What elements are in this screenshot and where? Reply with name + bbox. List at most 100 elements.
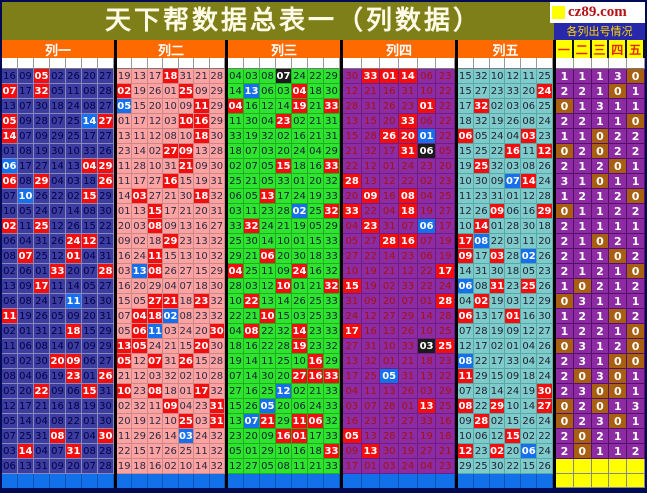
number-cell: 06 xyxy=(66,384,82,399)
number-cell: 30 xyxy=(209,159,225,174)
number-cell: 10 xyxy=(66,144,82,159)
number-cell: 24 xyxy=(292,69,308,84)
number-cell: 12 xyxy=(2,399,18,414)
number-cell: 06 xyxy=(228,189,244,204)
number-cell: 21 xyxy=(380,264,400,279)
number-cell: 28 xyxy=(473,384,490,399)
number-cell: 16 xyxy=(292,444,308,459)
watermark-link[interactable]: cz89.com xyxy=(550,2,645,23)
number-cell: 21 xyxy=(50,324,66,339)
number-cell: 31 xyxy=(324,129,340,144)
column-divider xyxy=(340,204,343,219)
number-cell: 07 xyxy=(50,204,66,219)
column-divider xyxy=(340,249,343,264)
number-cell: 15 xyxy=(308,234,324,249)
number-cell: 14 xyxy=(292,324,308,339)
number-cell: 25 xyxy=(436,339,456,354)
count-cell: 0 xyxy=(609,384,628,399)
column-divider xyxy=(553,144,556,159)
number-cell: 03 xyxy=(260,144,276,159)
column-divider xyxy=(455,189,458,204)
number-cell: 11 xyxy=(18,219,34,234)
number-cell: 19 xyxy=(117,459,133,474)
number-cell: 28 xyxy=(380,399,400,414)
column-group: 03 11 23 28 02 25 32 xyxy=(228,204,340,219)
column-group: 12 17 02 01 04 26 xyxy=(458,339,553,354)
number-cell: 31 xyxy=(361,99,381,114)
empty-cell xyxy=(521,58,538,69)
number-cell: 07 xyxy=(244,159,260,174)
number-cell: 17 xyxy=(50,294,66,309)
number-cell: 32 xyxy=(209,459,225,474)
number-cell: 25 xyxy=(66,129,82,144)
number-cell: 24 xyxy=(537,174,553,189)
column-group: 06 08 24 17 11 16 30 xyxy=(2,294,114,309)
count-cell: 2 xyxy=(609,339,628,354)
number-cell: 21 xyxy=(244,249,260,264)
number-cell: 10 xyxy=(194,369,210,384)
number-cell: 01 xyxy=(489,219,506,234)
column-divider xyxy=(340,414,343,429)
number-cell: 09 xyxy=(66,309,82,324)
number-cell: 08 xyxy=(82,99,98,114)
number-cell: 05 xyxy=(473,129,490,144)
number-cell: 30 xyxy=(473,174,490,189)
number-cell: 19 xyxy=(417,204,437,219)
column-group: 31 09 20 07 01 28 xyxy=(343,294,456,309)
number-cell: 21 xyxy=(244,174,260,189)
number-cell: 29 xyxy=(489,399,506,414)
table-row: 13 07 30 18 24 08 27 05 15 20 10 09 11 29 04 16 12 14 19 21… xyxy=(2,99,645,114)
number-cell: 13 xyxy=(343,354,362,369)
number-cell: 03 xyxy=(505,159,522,174)
number-cell: 20 xyxy=(194,324,210,339)
number-cell: 03 xyxy=(228,204,244,219)
number-cell: 16 xyxy=(361,324,381,339)
number-cell: 09 xyxy=(458,414,474,429)
column-divider xyxy=(340,69,343,84)
number-cell: 17 xyxy=(489,309,506,324)
number-cell: 33 xyxy=(324,429,340,444)
number-cell: 22 xyxy=(489,234,506,249)
footer-cell xyxy=(489,474,506,488)
number-cell: 07 xyxy=(18,249,34,264)
number-cell: 03 xyxy=(66,174,82,189)
count-cell: 3 xyxy=(627,399,645,414)
number-cell: 20 xyxy=(194,204,210,219)
number-cell: 13 xyxy=(361,174,381,189)
column-group: 09 13 30 19 27 21 xyxy=(343,444,456,459)
count-cell: 1 xyxy=(627,294,645,309)
number-cell: 28 xyxy=(98,264,114,279)
column-group: 05 01 29 10 16 18 33 xyxy=(228,444,340,459)
number-cell: 25 xyxy=(260,384,276,399)
number-cell: 02 xyxy=(473,294,490,309)
number-cell: 26 xyxy=(537,459,553,474)
count-cell: 0 xyxy=(556,399,574,414)
number-cell: 22 xyxy=(308,69,324,84)
number-cell: 09 xyxy=(343,444,362,459)
column-divider xyxy=(114,40,117,58)
number-cell: 25 xyxy=(361,369,381,384)
column-group: 06 13 31 09 20 07 28 xyxy=(2,459,114,474)
number-cell: 16 xyxy=(117,249,133,264)
column-group: 04 16 12 14 19 21 33 xyxy=(228,99,340,114)
number-cell: 14 xyxy=(473,219,490,234)
number-cell: 32 xyxy=(209,429,225,444)
number-cell: 02 xyxy=(178,369,195,384)
number-cell: 18 xyxy=(132,459,148,474)
number-cell: 20 xyxy=(117,414,133,429)
number-cell: 14 xyxy=(50,159,66,174)
count-cell: 0 xyxy=(627,354,645,369)
count-cell: 2 xyxy=(556,234,574,249)
number-cell: 06 xyxy=(2,234,18,249)
spacer-group xyxy=(343,58,456,69)
number-cell: 33 xyxy=(505,84,522,99)
number-cell: 01 xyxy=(178,384,195,399)
number-cell: 02 xyxy=(2,264,18,279)
footer-group xyxy=(343,474,456,488)
column-divider xyxy=(225,474,228,488)
number-cell: 24 xyxy=(308,399,324,414)
footer-cell xyxy=(209,474,225,488)
